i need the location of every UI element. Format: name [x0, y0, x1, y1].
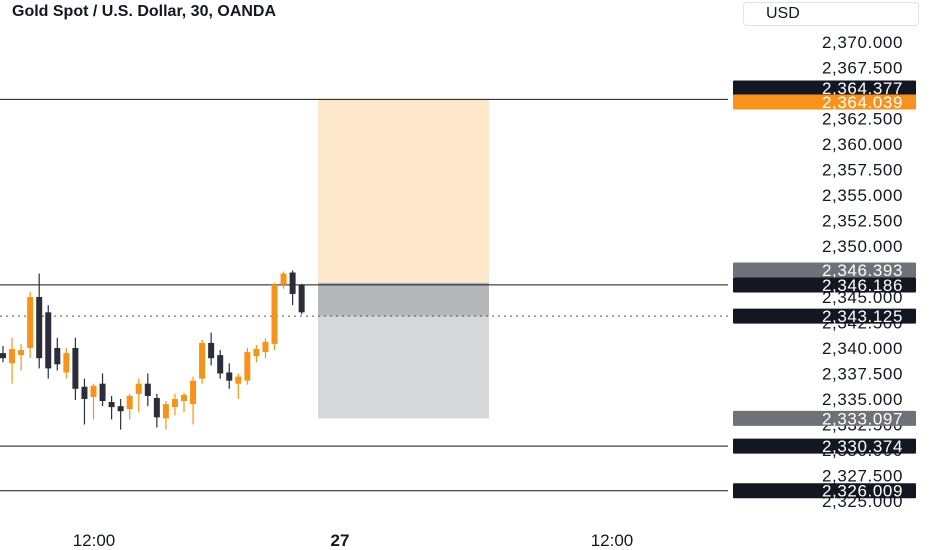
candle-body [171, 399, 178, 408]
candle-body [153, 397, 160, 418]
candle-body [190, 380, 197, 405]
price-label-box [733, 483, 916, 499]
price-tick-label: 2,345.000 [822, 288, 903, 307]
price-label-box [733, 94, 916, 110]
candle-body [162, 404, 169, 419]
price-tick-label: 2,362.500 [822, 110, 903, 129]
candle-body [262, 341, 269, 353]
candle-body [81, 386, 88, 399]
candle-body [108, 402, 115, 408]
candle-body [45, 312, 52, 369]
candle-body [298, 284, 305, 313]
price-label-box [733, 410, 916, 426]
price-label-box [733, 262, 916, 278]
candle-body [54, 348, 61, 365]
candlestick-series [0, 270, 305, 430]
candle-body [99, 383, 106, 402]
price-label-text: 2,343.125 [822, 307, 903, 326]
price-tick-label: 2,340.000 [822, 339, 903, 358]
time-tick-label: 27 [331, 531, 350, 550]
price-label-box [733, 438, 916, 454]
price-label-box [733, 277, 916, 293]
time-tick-label: 12:00 [73, 531, 116, 550]
candle-body [72, 348, 79, 389]
candle-body [181, 394, 187, 402]
candle-body [18, 350, 25, 356]
price-label-text: 2,346.186 [822, 276, 903, 295]
candle-body [144, 383, 151, 396]
candle-body [244, 352, 251, 381]
currency-selector[interactable]: USD [743, 2, 919, 26]
price-label-text: 2,333.097 [822, 409, 903, 428]
price-tick-label: 2,337.500 [822, 365, 903, 384]
price-labels: 2,364.3772,364.0392,346.3932,346.1862,34… [733, 79, 916, 501]
price-tick-label: 2,367.500 [822, 59, 903, 78]
price-label-text: 2,330.374 [822, 437, 903, 456]
price-tick-label: 2,335.000 [822, 390, 903, 409]
long-position-tool[interactable] [318, 99, 489, 419]
price-label-text: 2,346.393 [822, 261, 903, 280]
time-tick-label: 12:00 [591, 531, 634, 550]
price-tick-label: 2,352.500 [822, 212, 903, 231]
candle-body [217, 355, 224, 374]
candle-body [135, 383, 142, 394]
target-zone [318, 99, 489, 283]
price-tick-label: 2,350.000 [822, 237, 903, 256]
price-label-text: 2,364.377 [822, 79, 903, 98]
horizontal-lines [0, 98, 728, 492]
candle-body [199, 342, 206, 379]
candle-body [36, 297, 43, 359]
price-tick-label: 2,357.500 [822, 161, 903, 180]
current-loss-zone [318, 282, 489, 317]
candle-body [9, 349, 16, 364]
price-label-text: 2,326.009 [822, 482, 903, 501]
candle-body [0, 353, 6, 359]
candle-body [235, 376, 242, 384]
price-label-text: 2,364.039 [822, 93, 903, 112]
candle-body [289, 272, 296, 294]
time-axis[interactable]: 12:00 27 12:00 [73, 531, 634, 550]
candle-body [63, 353, 70, 373]
price-tick-label: 2,355.000 [822, 186, 903, 205]
candle-body [208, 342, 215, 359]
candle-body [90, 385, 97, 397]
candle-body [271, 284, 278, 344]
price-tick-label: 2,327.500 [822, 467, 903, 486]
candle-body [280, 273, 287, 285]
candle-body [226, 372, 233, 381]
price-tick-label: 2,370.000 [822, 33, 903, 52]
candle-body [126, 395, 133, 410]
candle-body [27, 297, 34, 348]
candle-body [253, 349, 260, 357]
price-label-box [733, 308, 916, 324]
price-tick-label: 2,360.000 [822, 135, 903, 154]
price-label-box [733, 80, 916, 96]
candle-body [117, 406, 124, 412]
chart-title: Gold Spot / U.S. Dollar, 30, OANDA [12, 3, 277, 20]
